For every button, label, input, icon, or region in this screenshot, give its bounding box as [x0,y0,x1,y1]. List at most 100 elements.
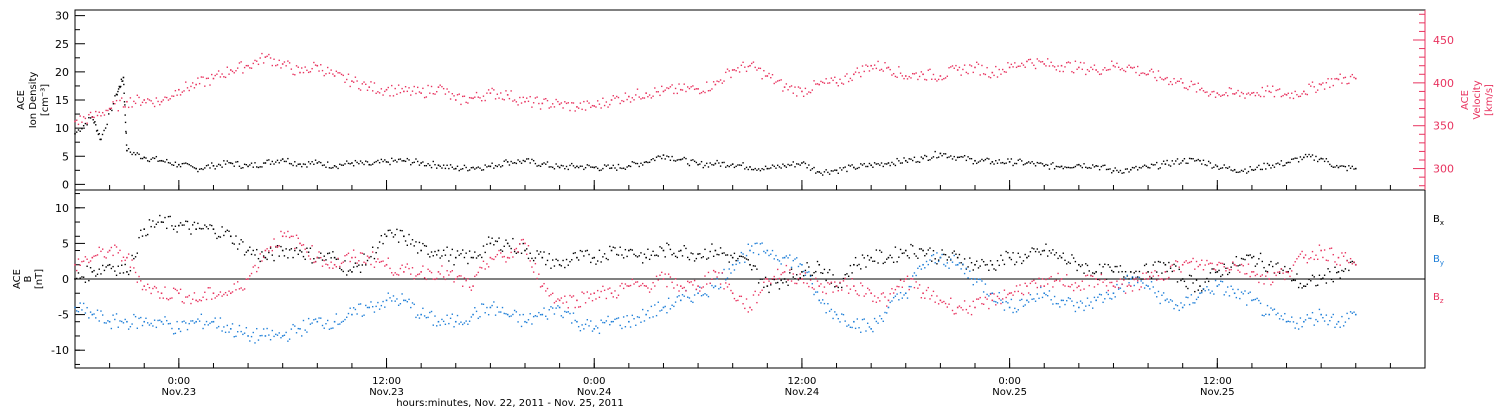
bx-point [844,274,846,276]
bx-point [629,248,632,251]
by-point [645,313,647,316]
by-point [197,318,199,320]
bx-point [441,255,443,257]
velocity-point [813,80,815,82]
by-point [126,320,128,323]
bz-point [1078,285,1080,287]
bz-point [944,302,947,305]
velocity-point [299,71,301,74]
by-point [416,314,419,316]
velocity-point [114,103,116,105]
ion-density-point [1263,162,1265,165]
bx-point [339,267,341,269]
bz-point [108,249,111,252]
bz-point [1150,271,1153,274]
bz-point [333,263,336,266]
velocity-point [512,100,514,102]
ion-density-point [415,158,417,160]
bz-point [240,287,242,289]
bz-point [131,259,133,261]
bx-point [1093,272,1096,275]
bx-point [1278,272,1281,274]
bx-point [88,279,90,282]
bx-point [1133,272,1135,274]
bx-point [418,241,421,244]
bx-point [1008,256,1011,259]
bx-point [1098,263,1101,266]
bz-point [664,273,666,275]
ion-density-point [153,157,156,160]
velocity-point [190,85,192,88]
ion-density-point [391,157,393,160]
bz-point [545,290,547,292]
ion-density-point [178,163,180,166]
ion-density-point [1197,158,1199,161]
bx-point [742,256,744,258]
by-point [1138,276,1141,279]
bx-point [157,221,159,223]
ion-density-point [140,157,142,160]
velocity-point [183,90,185,92]
bz-point [834,281,836,283]
bx-point [1017,252,1019,255]
bz-point [915,281,917,283]
ion-density-point [1275,163,1277,165]
by-point [162,323,164,325]
bx-point [1266,270,1269,273]
bx-point [712,255,715,258]
bz-point [81,260,83,263]
by-point [600,319,602,321]
ion-density-point [513,161,516,164]
velocity-point [576,106,578,108]
velocity-point [444,93,447,95]
velocity-point [378,92,381,94]
bx-point [281,249,284,252]
velocity-point [657,91,659,93]
bx-point [380,234,383,237]
bz-point [141,288,144,291]
by-point [340,321,343,323]
by-point [562,316,564,319]
by-point [185,322,187,324]
bz-point [555,300,557,302]
ion-density-point [212,165,215,167]
velocity-point [557,100,559,103]
bz-point [894,288,897,291]
ion-density-point [1332,166,1334,168]
velocity-point [856,67,859,69]
ion-density-point [545,163,547,165]
x-tick-time-label: 0:00 [583,376,605,387]
velocity-point [685,90,687,93]
velocity-point [261,52,263,55]
ion-density-point [565,165,568,168]
by-point [394,300,396,302]
velocity-point [1138,74,1141,76]
by-point [794,258,796,260]
bz-point [595,298,597,300]
bx-point [820,272,822,274]
bx-point [1121,270,1123,273]
bz-point [681,287,684,289]
by-point [856,318,859,320]
bz-point [839,281,841,284]
by-point [375,305,377,308]
ion-density-point [1104,164,1106,166]
bx-point [1050,252,1052,254]
bx-point [886,258,888,260]
bz-point [276,246,279,249]
ion-density-point [674,160,677,162]
velocity-point [835,82,838,84]
velocity-point [276,64,279,66]
by-point [567,311,569,313]
ion-density-point [136,152,139,154]
by-point [1171,300,1174,302]
ion-density-point [1102,164,1104,167]
velocity-point [240,61,242,63]
bx-point [1019,256,1021,258]
bz-point [394,272,396,274]
by-point [641,308,644,311]
velocity-point [853,73,855,76]
by-point [84,312,87,314]
by-point [1216,285,1219,287]
bz-point [678,290,680,292]
